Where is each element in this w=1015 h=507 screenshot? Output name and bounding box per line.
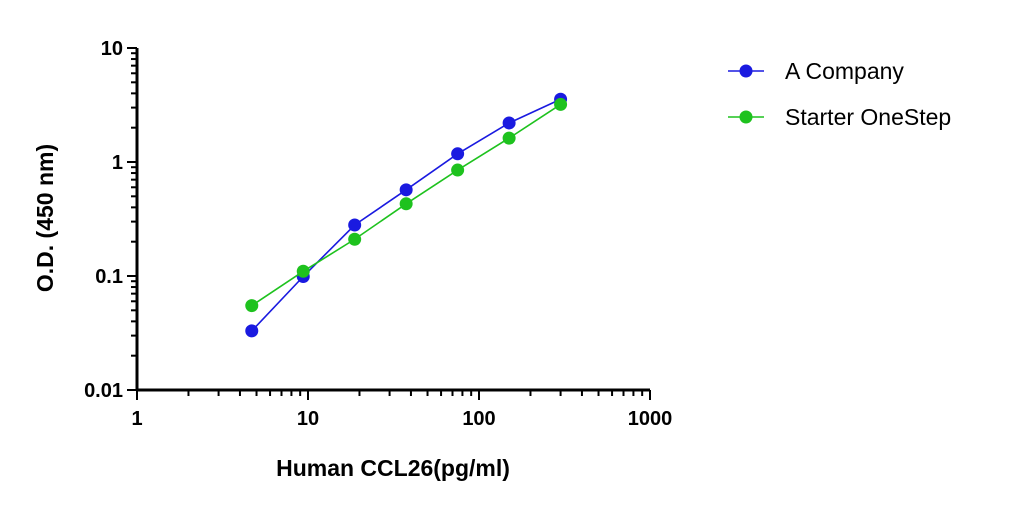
- data-point: [348, 232, 362, 246]
- x-axis-title: Human CCL26(pg/ml): [276, 455, 510, 481]
- data-point: [399, 183, 413, 197]
- data-point: [451, 147, 465, 161]
- legend-marker: [739, 110, 753, 124]
- legend-label: A Company: [785, 58, 904, 84]
- legend-item: Starter OneStep: [728, 104, 951, 130]
- axes: [135, 48, 650, 392]
- data-point: [502, 131, 516, 145]
- y-tick-label: 10: [101, 38, 123, 60]
- legend-label: Starter OneStep: [785, 104, 951, 130]
- ticks: 1 10 100 1000 0.01 0.1 1 10: [84, 38, 672, 430]
- x-tick-label: 100: [462, 408, 495, 430]
- data-point: [245, 324, 259, 338]
- data-point: [296, 264, 310, 278]
- legend-marker: [739, 64, 753, 78]
- x-tick-label: 10: [297, 408, 319, 430]
- legend-item: A Company: [728, 58, 904, 84]
- y-axis-title: O.D. (450 nm): [32, 144, 58, 292]
- data-point: [245, 299, 259, 313]
- data-point: [399, 197, 413, 211]
- data-point: [348, 218, 362, 232]
- series-layer: [245, 92, 568, 338]
- y-tick-label: 0.1: [95, 266, 123, 288]
- x-tick-label: 1000: [628, 408, 673, 430]
- series-1: [245, 92, 568, 338]
- data-point: [502, 116, 516, 130]
- x-tick-label: 1: [131, 408, 142, 430]
- data-point: [451, 163, 465, 177]
- series-2: [245, 97, 568, 313]
- legend: A Company Starter OneStep: [728, 58, 951, 130]
- y-tick-label: 0.01: [84, 380, 123, 402]
- data-point: [554, 97, 568, 111]
- y-tick-label: 1: [112, 152, 123, 174]
